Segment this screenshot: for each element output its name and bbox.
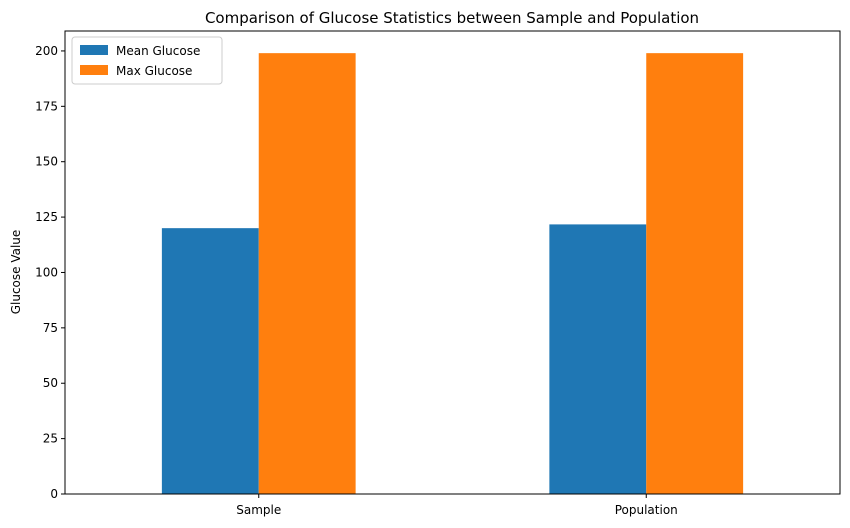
x-tick-label: Sample [236, 503, 281, 517]
y-tick-label: 25 [43, 432, 58, 446]
bar-max-glucose-population [646, 53, 744, 495]
legend-label: Mean Glucose [116, 44, 200, 58]
legend-swatch [80, 65, 108, 75]
bar-mean-glucose-population [549, 224, 647, 494]
y-tick-label: 100 [35, 265, 58, 279]
axes-frame [64, 30, 841, 495]
plot-area: 0 25 50 75 100 125 150 175 200 Sample Population [35, 30, 841, 517]
y-tick-label: 0 [50, 487, 58, 501]
bar-mean-glucose-sample [161, 228, 259, 495]
y-tick-label: 50 [43, 376, 58, 390]
y-axis-label: Glucose Value [9, 230, 23, 315]
y-tick-label: 150 [35, 155, 58, 169]
y-tick-label: 175 [35, 99, 58, 113]
bar-max-glucose-sample [258, 53, 356, 495]
x-tick-label: Population [615, 503, 678, 517]
legend-label: Max Glucose [116, 64, 192, 78]
legend: Mean Glucose Max Glucose [71, 36, 223, 85]
legend-swatch [80, 45, 108, 55]
chart-title: Comparison of Glucose Statistics between… [205, 9, 699, 27]
y-tick-label: 200 [35, 44, 58, 58]
legend-box [71, 36, 223, 85]
y-tick-label: 125 [35, 210, 58, 224]
y-tick-label: 75 [43, 321, 58, 335]
